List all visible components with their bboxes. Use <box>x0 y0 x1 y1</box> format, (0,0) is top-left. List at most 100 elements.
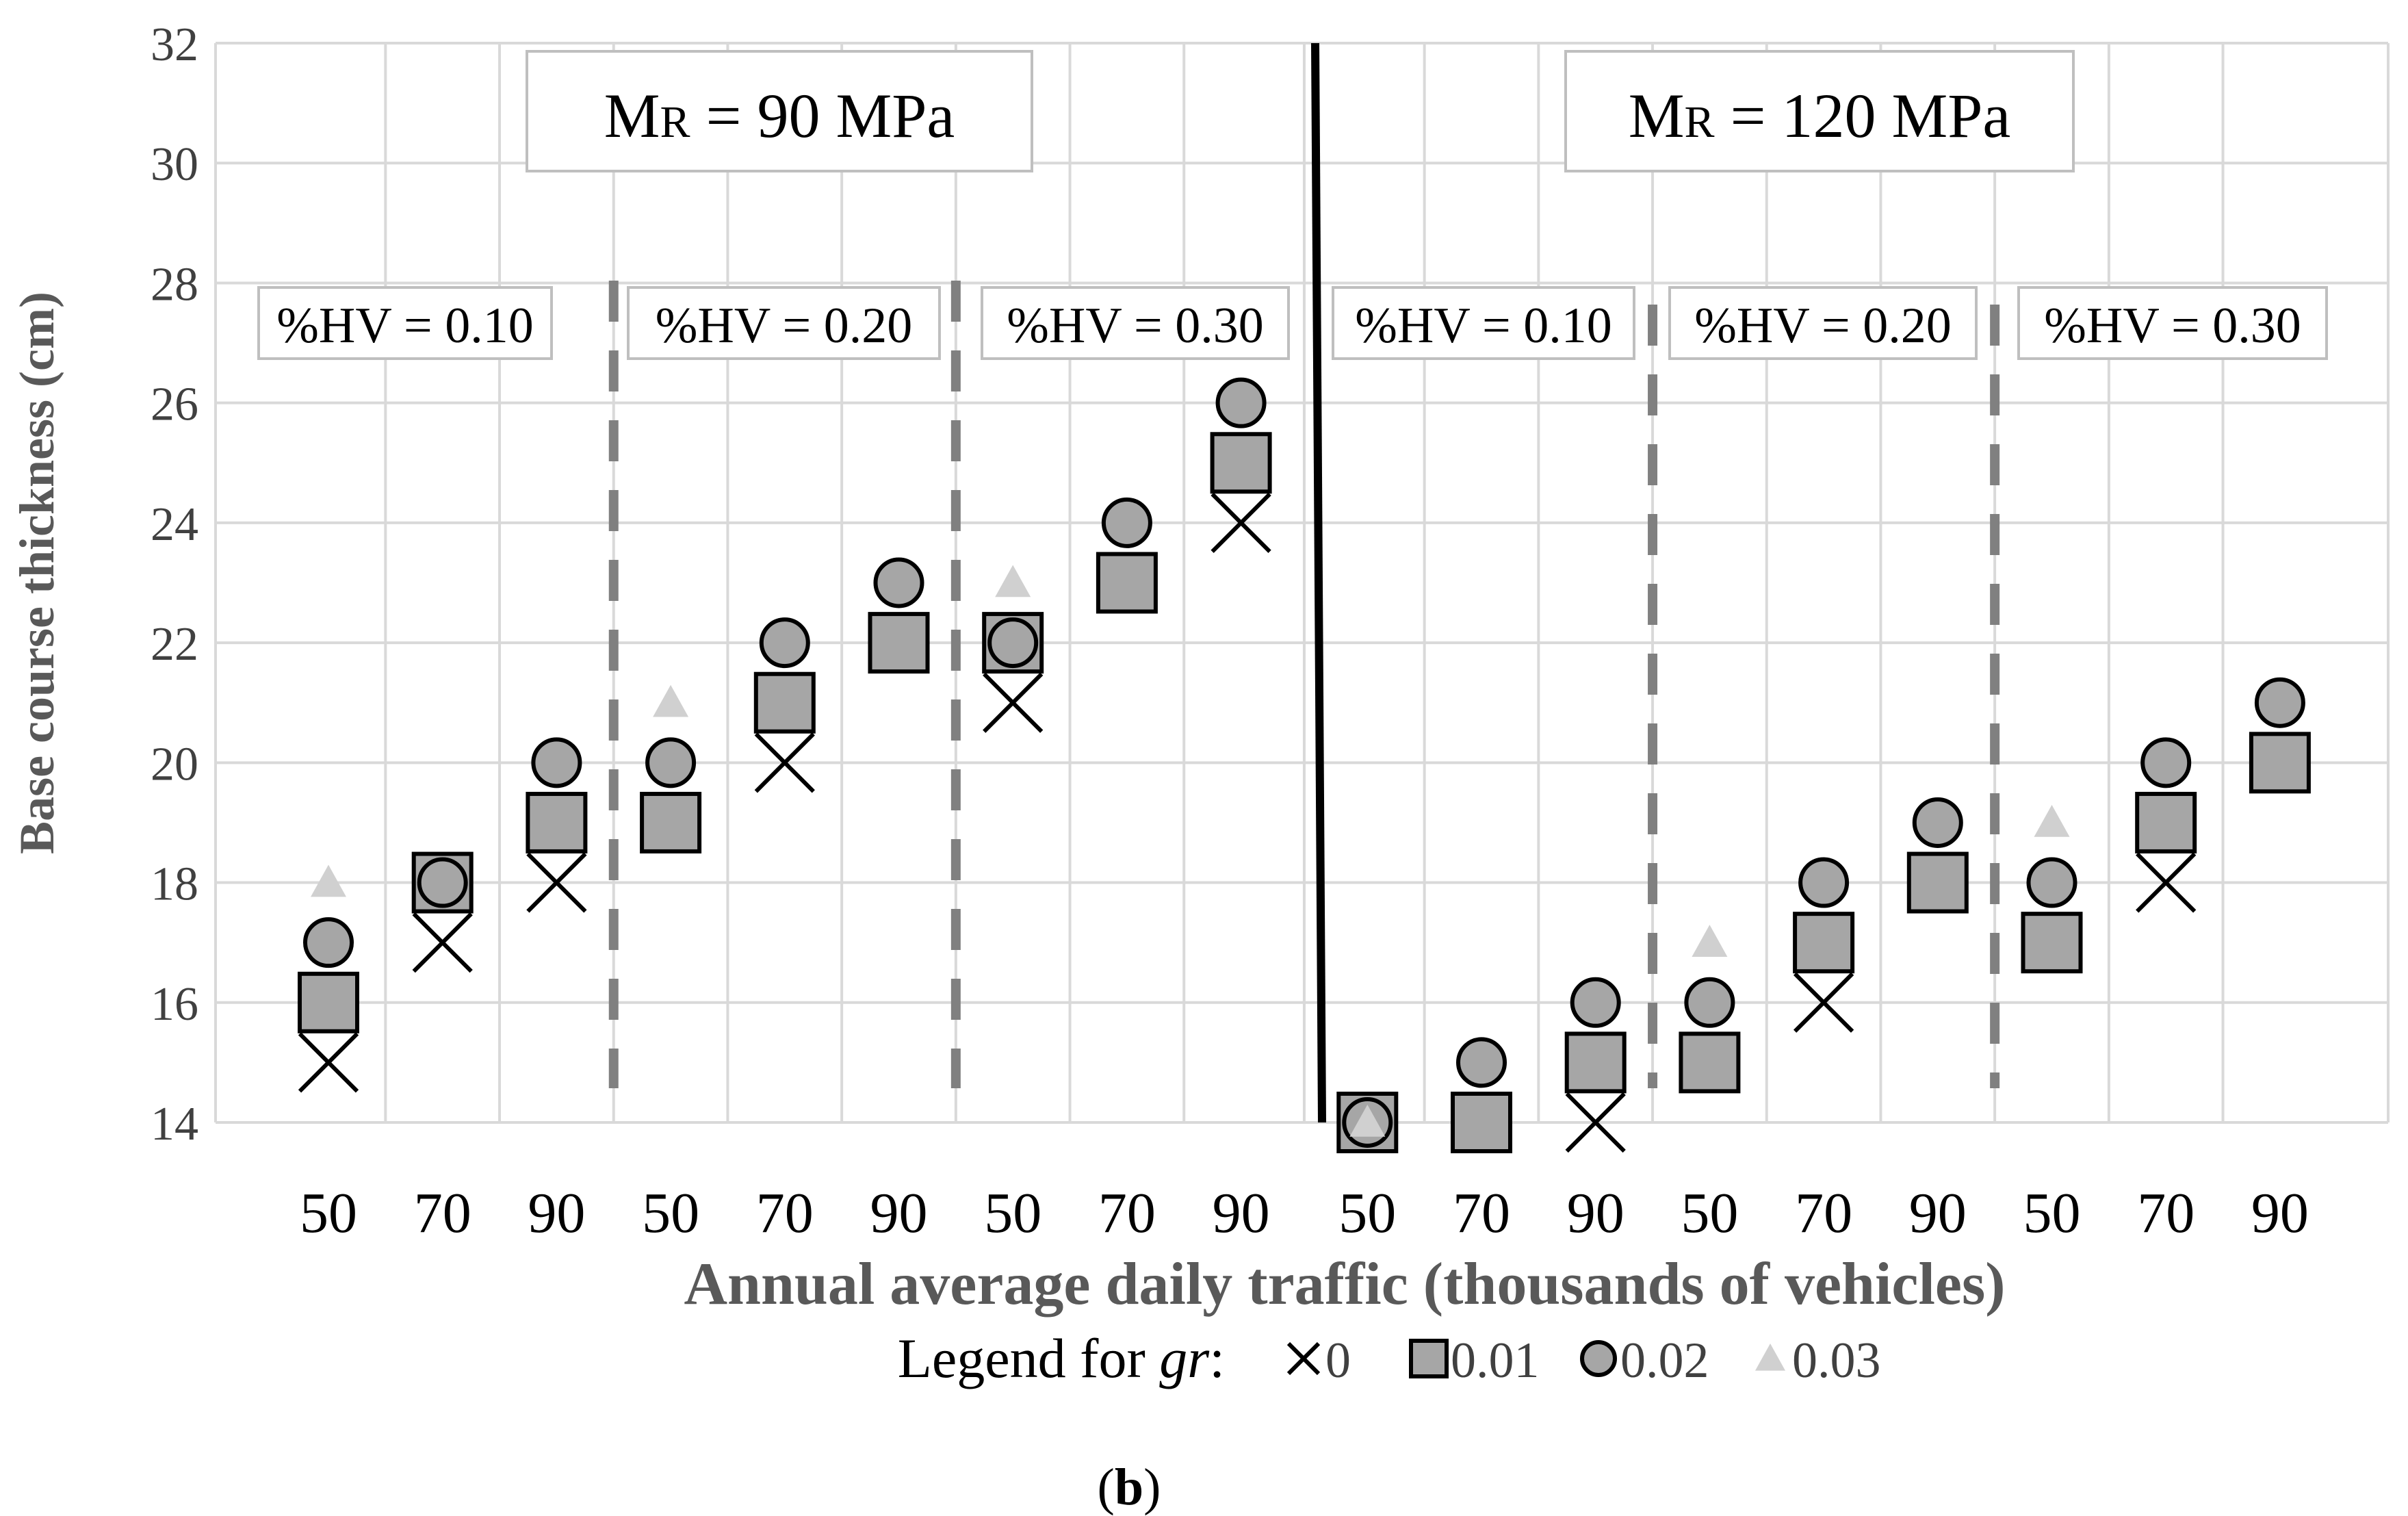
data-point-circle <box>303 917 354 968</box>
x-tick-label: 70 <box>756 1181 814 1245</box>
y-tick-label: 14 <box>151 1098 198 1151</box>
x-tick-label: 50 <box>2023 1181 2081 1245</box>
data-point-x <box>412 912 473 973</box>
legend-marker-square <box>1409 1339 1449 1378</box>
data-point-x <box>526 852 587 913</box>
y-tick-label: 28 <box>151 258 198 311</box>
data-point-circle <box>1912 797 1963 848</box>
y-axis-title: Base course thickness (cm) <box>10 292 64 854</box>
tick-layer: 14 16 18 20 22 24 26 28 30 32 50 70 90 50 70 90 50 70 90 50… <box>151 18 2309 1245</box>
data-point-square <box>868 612 930 674</box>
divider-layer <box>608 42 2000 1123</box>
data-point-circle <box>1456 1037 1507 1088</box>
mr-label-r: R <box>1685 97 1715 147</box>
x-tick-label: 90 <box>1909 1181 1967 1245</box>
data-point-triangle <box>311 864 346 897</box>
x-axis-title: Annual average daily traffic (thousands … <box>684 1251 2005 1318</box>
data-point-circle <box>531 737 582 788</box>
mr-label-m: M <box>1629 81 1685 151</box>
data-point-triangle <box>653 684 689 717</box>
data-point-square <box>526 791 588 853</box>
y-tick-label: 22 <box>151 618 198 671</box>
x-tick-label: 70 <box>2137 1181 2195 1245</box>
data-point-square <box>2021 912 2083 974</box>
hv-label-box <box>1668 286 1978 360</box>
legend-title-suffix: : <box>1209 1327 1225 1389</box>
marker-layer <box>298 377 2311 1153</box>
data-point-circle <box>2140 737 2192 788</box>
mr-label: MR = 120 MPa <box>1629 81 2011 151</box>
data-point-circle <box>2026 857 2077 908</box>
legend-entry: 0 <box>1286 1333 1351 1389</box>
x-tick-label: 90 <box>528 1181 585 1245</box>
x-marker-stroke <box>1286 1341 1321 1376</box>
x-tick-label: 50 <box>1681 1181 1738 1245</box>
data-point-circle <box>1798 857 1850 908</box>
figure-label: (b) <box>1098 1459 1161 1516</box>
data-point-triangle <box>2034 804 2070 837</box>
hv-label: %HV = 0.30 <box>2044 298 2301 354</box>
y-tick-label: 18 <box>151 858 198 911</box>
y-tick-label: 16 <box>151 978 198 1031</box>
data-point-x <box>1793 972 1854 1033</box>
legend-label: 0 <box>1325 1333 1351 1389</box>
legend: Legend for gr: 0 0.01 0.02 0.03 <box>898 1327 1881 1389</box>
x-marker-stroke <box>526 852 587 913</box>
data-point-circle <box>759 617 810 669</box>
mr-label-value: = 90 MPa <box>690 81 955 151</box>
data-point-triangle <box>1692 925 1728 957</box>
legend-entry: 0.03 <box>1755 1333 1881 1389</box>
x-marker-stroke <box>754 732 815 793</box>
data-point-circle <box>987 617 1039 669</box>
hv-label-box <box>2017 286 2328 360</box>
data-point-square <box>2249 732 2311 794</box>
mr-label-box <box>1564 50 2075 172</box>
x-tick-label: 50 <box>300 1181 357 1245</box>
x-marker-stroke <box>2136 852 2197 913</box>
x-tick-label: 50 <box>984 1181 1041 1245</box>
y-tick-label: 24 <box>151 498 198 551</box>
y-tick-label: 30 <box>151 138 198 191</box>
figure-label-close: ) <box>1143 1459 1161 1516</box>
x-tick-label: 50 <box>1338 1181 1396 1245</box>
legend-title-prefix: Legend for <box>898 1327 1160 1389</box>
mr-label-r: R <box>660 97 690 147</box>
hv-label: %HV = 0.30 <box>1007 298 1263 354</box>
x-marker-stroke <box>983 672 1044 733</box>
y-tick-label: 26 <box>151 378 198 431</box>
data-point-triangle <box>995 565 1031 598</box>
hv-label: %HV = 0.10 <box>1355 298 1611 354</box>
data-point-square <box>1679 1031 1741 1094</box>
figure-label-letter: b <box>1115 1459 1143 1516</box>
legend-entry: 0.02 <box>1580 1333 1709 1389</box>
legend-title: Legend for gr: <box>898 1327 1225 1389</box>
data-point-square <box>640 791 702 853</box>
mr-label-value: = 120 MPa <box>1715 81 2011 151</box>
data-point-square <box>753 671 816 734</box>
mr-label-m: M <box>604 81 660 151</box>
hv-label: %HV = 0.20 <box>1694 298 1951 354</box>
legend-marker-circle <box>1580 1340 1617 1377</box>
data-point-x <box>1211 492 1271 554</box>
x-marker-stroke <box>412 912 473 973</box>
legend-marker-triangle <box>1755 1344 1785 1371</box>
data-point-circle <box>417 857 468 908</box>
data-point-x <box>983 672 1044 733</box>
hv-label: %HV = 0.10 <box>276 298 533 354</box>
x-marker-stroke <box>298 1032 359 1093</box>
x-marker-stroke <box>1211 492 1271 554</box>
data-point-square <box>1793 912 1855 974</box>
legend-entry: 0.01 <box>1409 1333 1540 1389</box>
x-marker-stroke <box>1565 1092 1626 1153</box>
legend-label: 0.01 <box>1451 1333 1540 1389</box>
panel-divider-line <box>1311 42 1326 1123</box>
mr-label: MR = 90 MPa <box>604 81 955 151</box>
y-tick-label: 32 <box>151 18 198 71</box>
data-point-x <box>2136 852 2197 913</box>
hv-label-box <box>981 286 1290 360</box>
y-tick-label: 20 <box>151 738 198 791</box>
x-marker-stroke <box>1793 972 1854 1033</box>
x-tick-label: 70 <box>1098 1181 1156 1245</box>
